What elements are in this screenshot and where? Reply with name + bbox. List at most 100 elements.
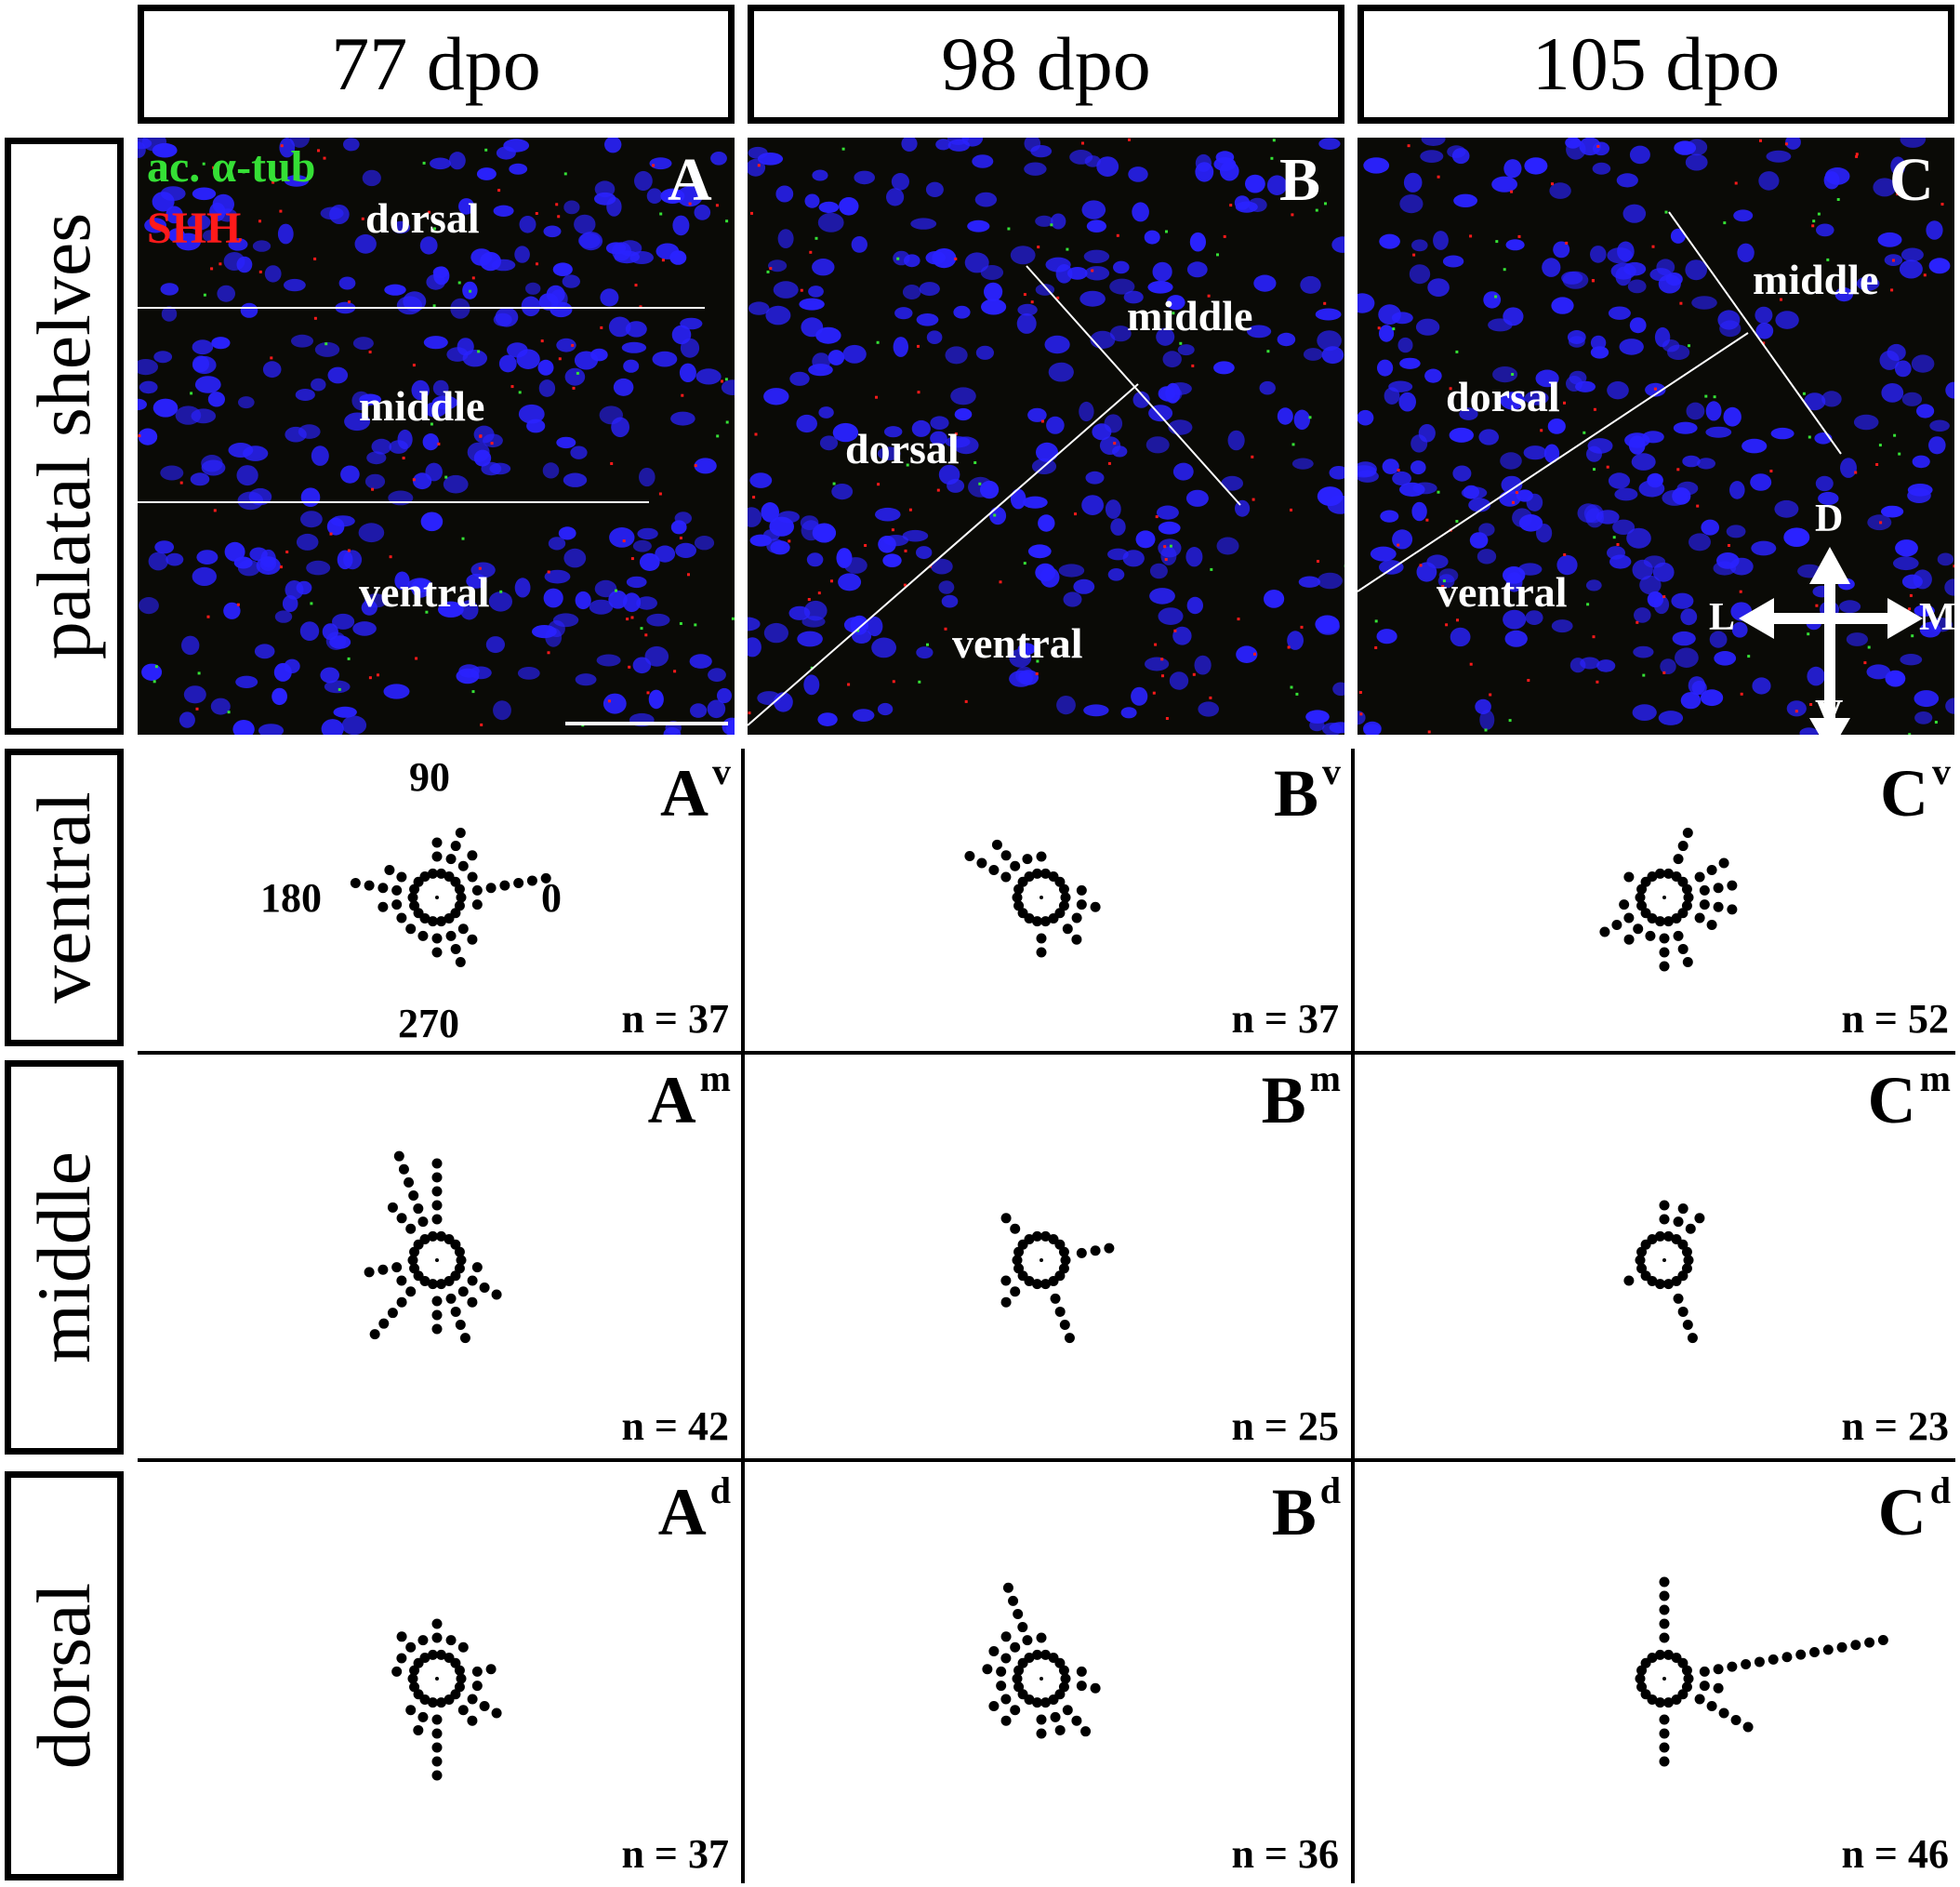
stain-speck: [490, 442, 494, 445]
stain-speck: [1517, 234, 1521, 238]
nucleus: [366, 451, 387, 465]
stain-speck: [1940, 203, 1944, 206]
nucleus: [1775, 311, 1799, 329]
rose-ring-dot: [1048, 1652, 1059, 1663]
stain-speck: [1739, 590, 1742, 593]
nucleus: [306, 560, 331, 576]
nucleus: [296, 533, 319, 551]
nucleus: [902, 285, 921, 299]
nucleus: [1185, 489, 1209, 507]
rose-ray-dot: [1008, 1595, 1019, 1606]
stain-speck: [202, 162, 205, 166]
nucleus: [1009, 671, 1033, 687]
rose-ring-dot: [450, 876, 461, 887]
stain-speck: [432, 304, 436, 308]
stain-speck: [347, 657, 351, 660]
nucleus: [871, 637, 896, 658]
rose-ring-dot: [454, 1665, 465, 1676]
stain-speck: [497, 189, 501, 193]
nucleus: [938, 464, 960, 485]
rose-ring-dot: [1048, 913, 1059, 924]
stain-speck: [999, 580, 1002, 584]
rose-ray-dot: [1694, 1213, 1705, 1224]
stain-speck: [422, 161, 426, 165]
rose-ring-dot: [450, 1270, 461, 1282]
nucleus: [517, 667, 540, 680]
stain-speck: [626, 618, 629, 621]
stain-speck: [1911, 634, 1914, 638]
nucleus: [299, 621, 320, 641]
nucleus: [1723, 406, 1741, 427]
stain-speck: [1169, 544, 1172, 548]
rose-ray-dot: [1022, 854, 1033, 865]
nucleus: [1027, 407, 1047, 422]
nucleus: [1450, 627, 1471, 647]
nucleus: [817, 712, 838, 726]
axis-label-lateral: L: [1709, 596, 1736, 639]
rose-ring-dot: [1054, 876, 1066, 887]
stain-speck: [1503, 268, 1506, 272]
nucleus: [1610, 262, 1636, 280]
nucleus: [1149, 563, 1168, 579]
nucleus: [277, 223, 294, 245]
rose-ray-dot: [1706, 865, 1717, 875]
rose-ray-dot: [1010, 1286, 1021, 1297]
stain-speck: [1427, 730, 1431, 734]
axis-label-medial: M: [1919, 596, 1954, 639]
nucleus: [1216, 537, 1239, 555]
rose-ray-dot: [988, 1701, 1000, 1711]
nucleus: [689, 654, 712, 669]
nucleus: [564, 367, 586, 386]
nucleus: [224, 541, 245, 562]
nucleus: [207, 392, 225, 407]
nucleus: [574, 214, 596, 234]
stain-speck: [1295, 692, 1299, 696]
nucleus: [1315, 308, 1342, 321]
nucleus: [1524, 391, 1549, 405]
stain-speck: [1456, 618, 1459, 622]
nucleus: [1893, 556, 1919, 571]
rose-ray-dot: [479, 1282, 490, 1293]
orientation-compass: [1739, 547, 1923, 735]
nucleus: [765, 305, 791, 326]
nucleus: [1399, 357, 1421, 369]
rose-diagram: [350, 827, 551, 968]
rose-ring-dot: [1017, 1689, 1028, 1700]
nucleus: [291, 334, 313, 348]
nucleus: [1834, 287, 1853, 302]
nucleus: [707, 699, 726, 719]
rose-ring-dot: [436, 1649, 447, 1660]
stain-speck: [154, 665, 158, 669]
stain-speck: [425, 610, 429, 614]
nucleus: [1873, 178, 1897, 197]
nucleus: [604, 138, 622, 153]
nucleus: [322, 623, 338, 641]
nucleus: [1424, 368, 1442, 383]
rose-ray-dot: [1685, 1223, 1696, 1234]
nucleus: [1503, 609, 1527, 630]
rose-ring-dot: [436, 916, 447, 927]
nucleus: [332, 613, 355, 630]
nucleus: [1894, 360, 1912, 378]
rose-ray-dot: [1677, 841, 1689, 852]
nucleus: [812, 169, 828, 181]
stain-speck: [1540, 429, 1543, 432]
nucleus: [646, 613, 670, 627]
rose-ring-dot: [1671, 870, 1682, 882]
nucleus: [160, 283, 179, 296]
nucleus: [1914, 690, 1940, 708]
stain-speck: [213, 509, 217, 512]
nucleus: [352, 621, 377, 636]
stain-speck: [877, 483, 881, 486]
nucleus: [457, 338, 474, 356]
nucleus: [644, 645, 669, 667]
rose-ray-dot: [982, 1664, 993, 1675]
nucleus: [774, 692, 793, 712]
rose-ring-dot: [1054, 1270, 1066, 1282]
rose-ray-dot: [1076, 1666, 1087, 1677]
stain-speck: [1056, 296, 1060, 299]
nucleus: [183, 685, 206, 704]
nucleus: [1083, 704, 1109, 717]
rose-ray-dot: [431, 1756, 443, 1767]
stain-speck: [198, 213, 202, 217]
